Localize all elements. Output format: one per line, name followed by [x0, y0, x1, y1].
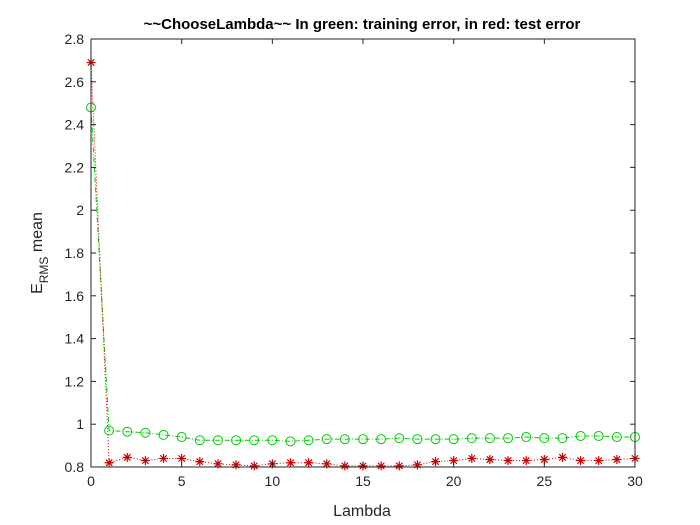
data-point [321, 434, 332, 445]
data-point [231, 435, 242, 446]
data-point [412, 460, 422, 470]
data-point [285, 458, 295, 468]
y-tick-label: 2 [76, 202, 84, 218]
chart-title: ~~ChooseLambda~~ In green: training erro… [144, 16, 581, 33]
y-tick-label: 1.4 [65, 331, 85, 347]
y-tick-label: 1.8 [65, 245, 85, 261]
data-point [484, 433, 495, 444]
data-point [303, 435, 314, 446]
data-point [322, 459, 332, 469]
data-point [177, 453, 187, 463]
data-point [140, 427, 151, 438]
data-point [449, 456, 459, 466]
y-tick-label: 2.8 [65, 31, 85, 47]
data-point [104, 458, 114, 468]
data-point [467, 453, 477, 463]
data-point [249, 435, 260, 446]
data-point [557, 452, 567, 462]
y-tick-label: 1.2 [65, 373, 85, 389]
axes-layer: 0 5 10 15 20 25 30 0.8 1 1.2 1.4 1.6 1.8 2 2.2 2.4 2.6 2.… [65, 31, 643, 489]
y-tick-label: 2.2 [65, 159, 85, 175]
data-point [376, 461, 386, 471]
data-point [159, 453, 169, 463]
data-point [503, 433, 514, 444]
data-point [267, 435, 278, 446]
x-tick-label: 5 [178, 473, 186, 489]
data-point [612, 455, 622, 465]
data-point [212, 435, 223, 446]
plot-area [91, 39, 635, 467]
x-axis-label: Lambda [333, 503, 391, 520]
data-point [122, 426, 133, 437]
data-point [521, 432, 532, 443]
y-tick-label: 1 [76, 416, 84, 432]
x-tick-label: 10 [265, 473, 281, 489]
data-point [575, 430, 586, 441]
x-tick-label: 30 [627, 473, 643, 489]
data-point [231, 460, 241, 470]
data-point [340, 461, 350, 471]
x-tick-label: 15 [355, 473, 371, 489]
data-point [503, 456, 513, 466]
x-tick-label: 0 [87, 473, 95, 489]
data-point [285, 436, 296, 447]
data-point [140, 456, 150, 466]
data-point [194, 435, 205, 446]
data-point [594, 456, 604, 466]
data-point [213, 459, 223, 469]
y-axis-label-subscript: RMS [37, 257, 51, 284]
data-point [431, 457, 441, 467]
series-1 [86, 102, 640, 447]
data-point [557, 433, 568, 444]
data-point [104, 425, 115, 436]
data-point [176, 432, 187, 443]
data-point [122, 452, 132, 462]
data-point [593, 430, 604, 441]
data-point [485, 455, 495, 465]
data-point [339, 434, 350, 445]
data-point [430, 434, 441, 445]
data-point [466, 433, 477, 444]
data-point [195, 457, 205, 467]
y-tick-label: 0.8 [65, 459, 85, 475]
data-point [539, 433, 550, 444]
data-point [394, 433, 405, 444]
data-point [611, 432, 622, 443]
y-tick-label: 2.6 [65, 74, 85, 90]
data-point [576, 456, 586, 466]
data-point [521, 456, 531, 466]
y-tick-label: 2.4 [65, 117, 85, 133]
data-point [539, 455, 549, 465]
x-tick-label: 25 [537, 473, 553, 489]
series-layer [86, 58, 640, 471]
y-axis-label-suffix: mean [29, 212, 46, 256]
data-point [158, 429, 169, 440]
y-tick-label: 1.6 [65, 288, 85, 304]
data-point [304, 458, 314, 468]
data-point [249, 461, 259, 471]
y-axis-label-main: E [29, 283, 46, 294]
data-point [376, 434, 387, 445]
data-point [412, 434, 423, 445]
x-tick-label: 20 [446, 473, 462, 489]
data-point [394, 461, 404, 471]
data-point [358, 434, 368, 445]
y-axis-label: ERMS mean [29, 212, 51, 294]
data-point [448, 434, 459, 445]
